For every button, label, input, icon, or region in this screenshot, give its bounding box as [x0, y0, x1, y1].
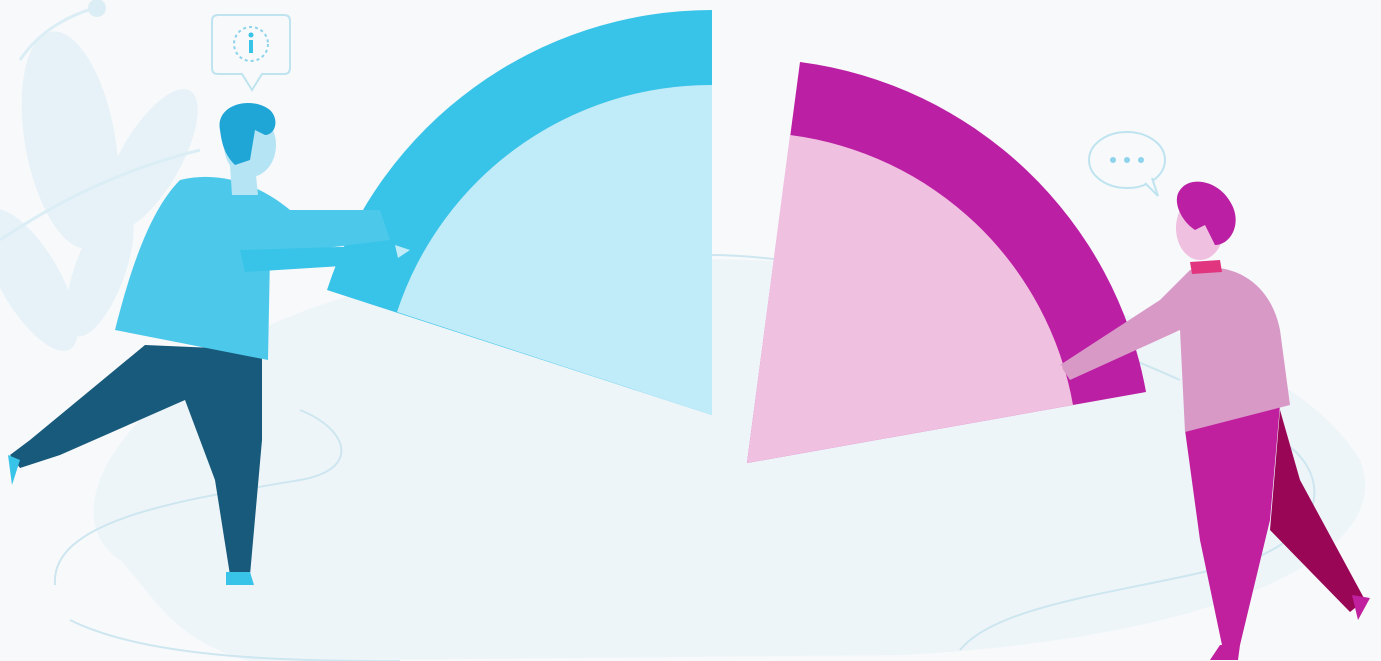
- illustration: [0, 0, 1381, 661]
- shoe: [226, 572, 254, 585]
- collar: [1190, 260, 1222, 274]
- page: [0, 0, 1381, 661]
- dot: [1110, 157, 1116, 163]
- dot: [1124, 157, 1130, 163]
- dot: [1138, 157, 1144, 163]
- info-icon-bar: [249, 40, 253, 53]
- info-icon-dot: [249, 33, 254, 38]
